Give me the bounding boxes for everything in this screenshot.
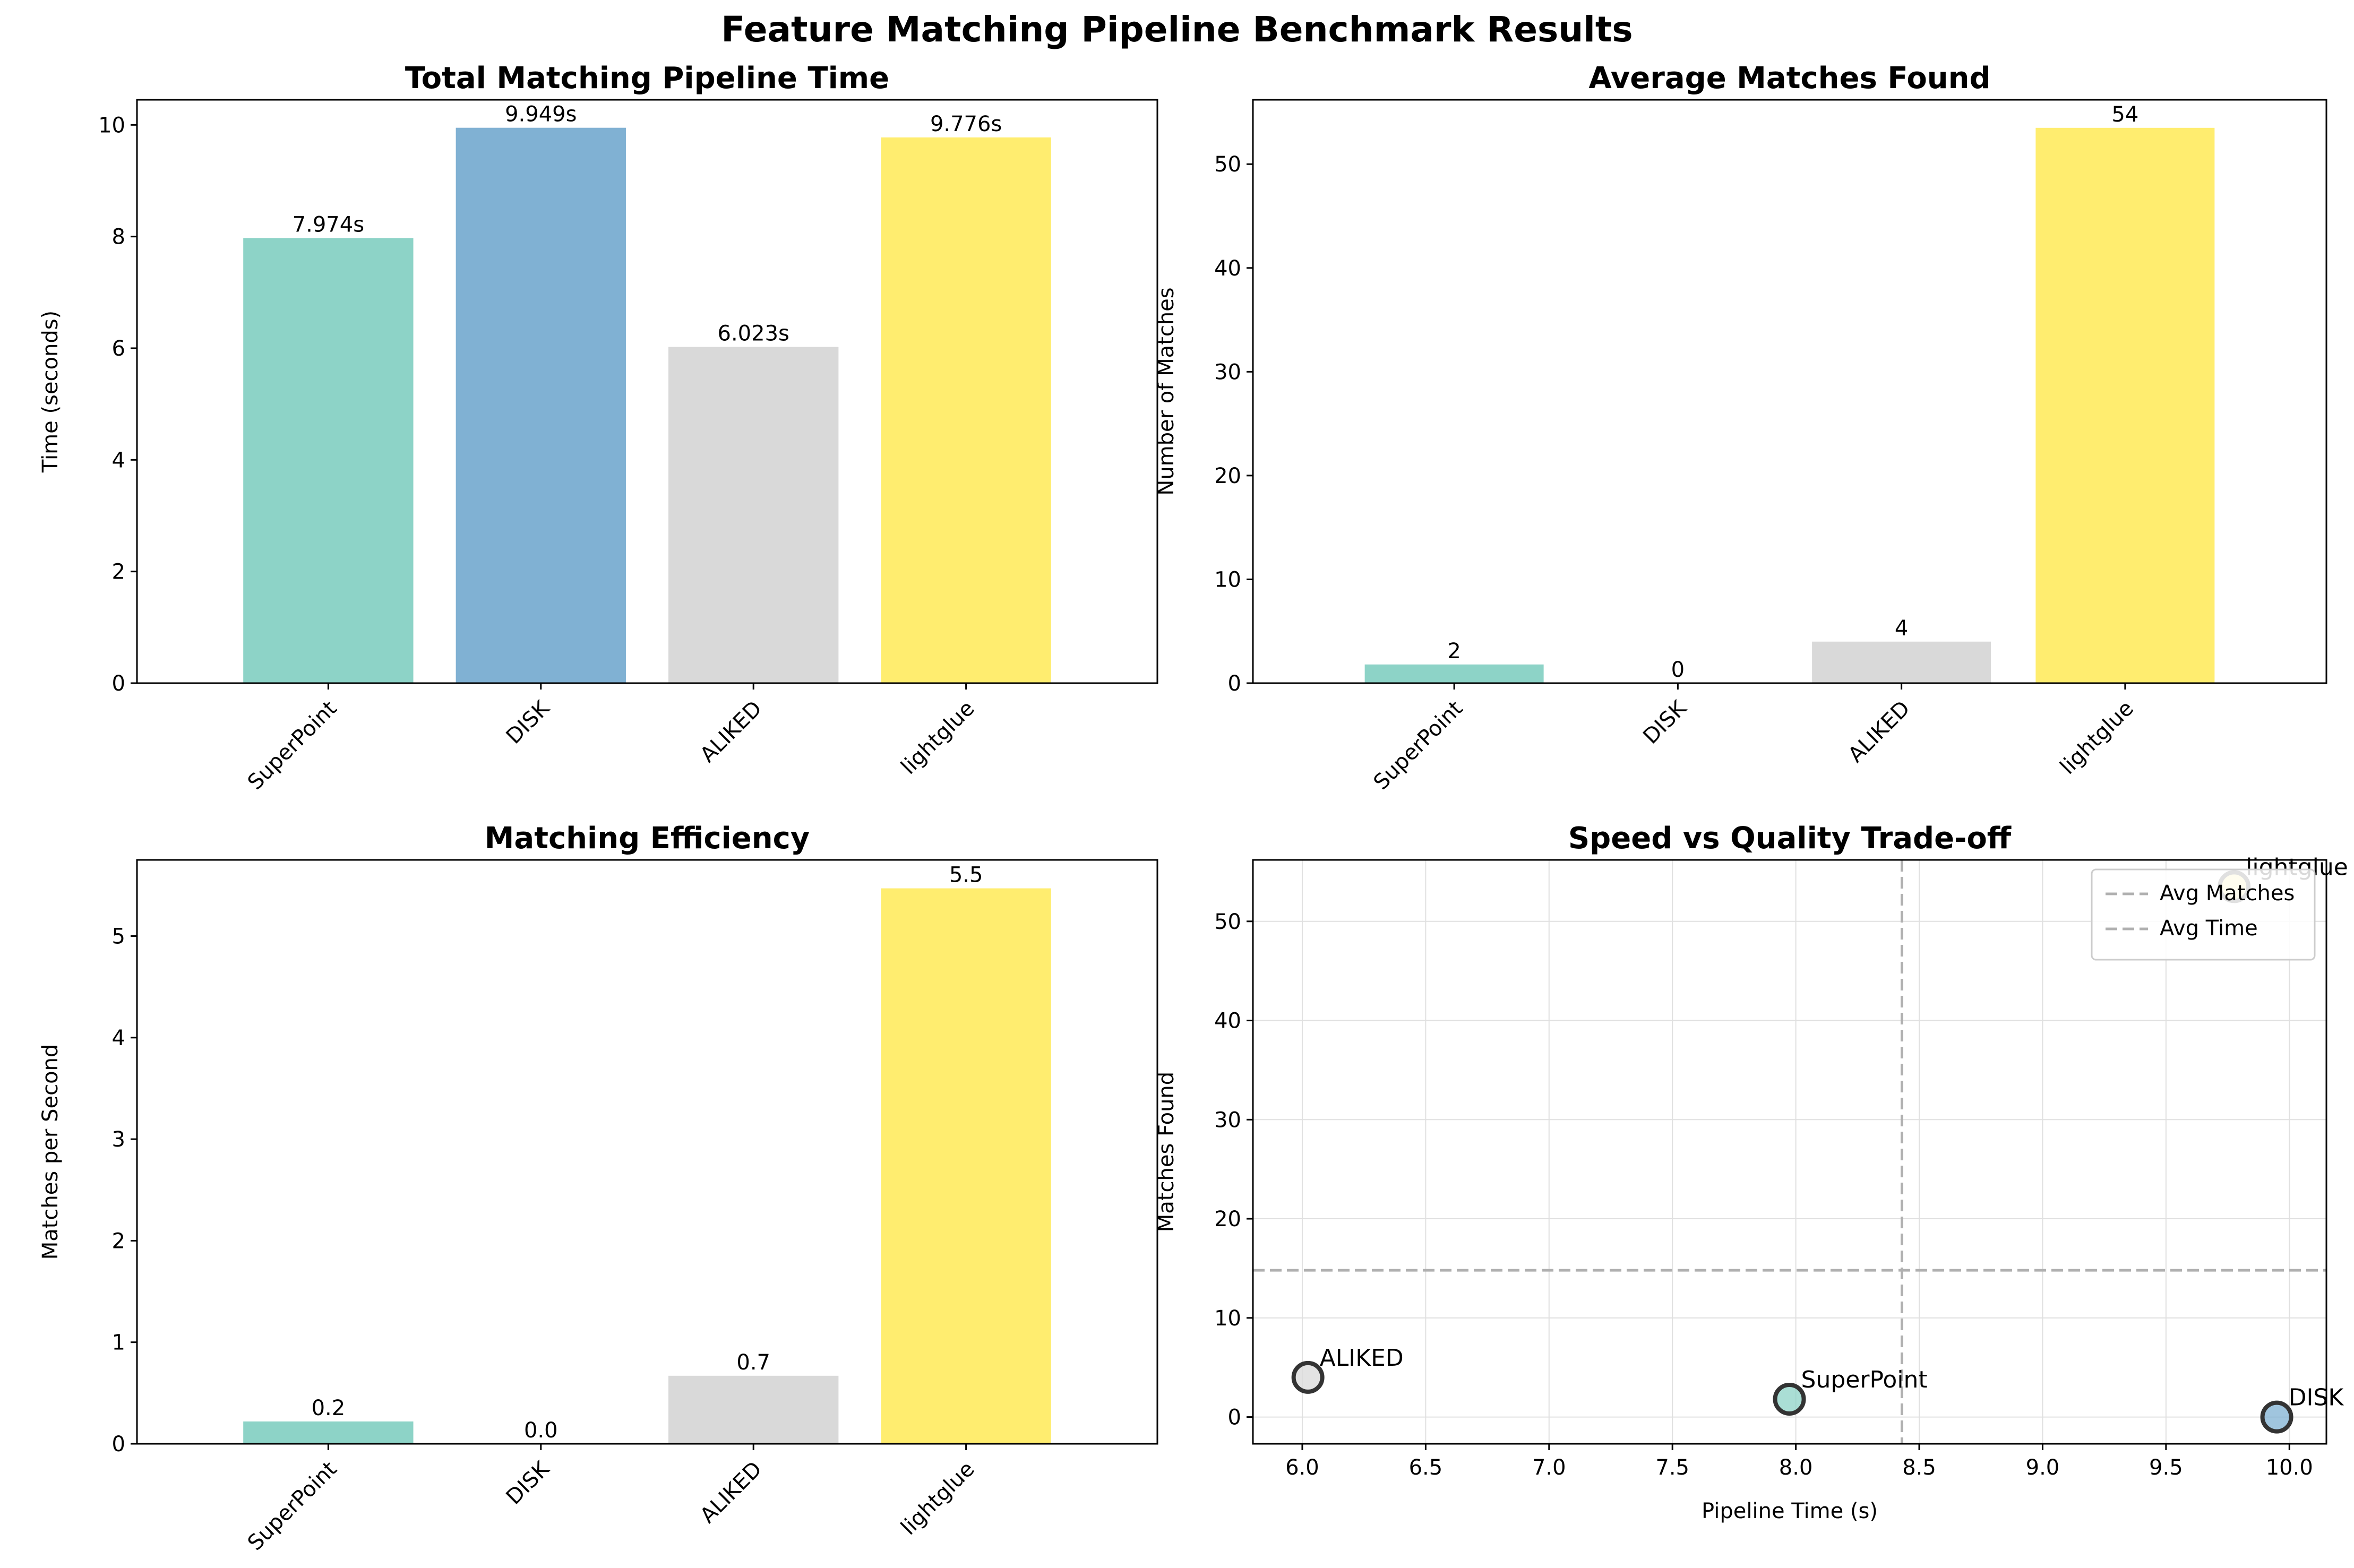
chart-title: Total Matching Pipeline Time xyxy=(405,61,889,96)
data-label-aliked: 4 xyxy=(1895,616,1908,641)
point-disk xyxy=(2260,1400,2293,1434)
legend-label-avg-time: Avg Time xyxy=(2160,916,2258,941)
x-tick-label-aliked: ALIKED xyxy=(695,1457,767,1528)
x-tick-label: 9.5 xyxy=(2149,1455,2183,1480)
y-tick-label: 10 xyxy=(1214,567,1241,592)
y-tick-label: 6 xyxy=(112,337,125,361)
data-label-lightglue: 54 xyxy=(2111,102,2138,127)
data-label-superpoint: 7.974s xyxy=(293,212,364,237)
plot-frame xyxy=(1252,99,2327,684)
x-tick-label-disk: DISK xyxy=(1638,695,1691,748)
y-tick-label: 40 xyxy=(1214,256,1241,281)
y-tick-label: 0 xyxy=(112,671,125,696)
chart-title: Matching Efficiency xyxy=(485,821,810,856)
data-label-disk: 0.0 xyxy=(524,1418,558,1443)
pipeline-time-chart: 0 2 4 6 8 10 7.974s SuperPoint 9.949s DISK 6.023s A… xyxy=(38,61,1158,795)
y-tick-label: 20 xyxy=(1214,464,1241,488)
x-axis-label: Pipeline Time (s) xyxy=(1702,1499,1878,1523)
plot-frame xyxy=(136,859,1158,1445)
matching-efficiency-chart: 0 1 2 3 4 5 0.2 SuperPoint 0.0 DISK 0.7 ALIKED 5.5 li… xyxy=(38,821,1158,1556)
y-tick-label: 0 xyxy=(112,1432,125,1457)
x-tick-label-disk: DISK xyxy=(502,695,555,748)
y-tick-label: 8 xyxy=(112,225,125,249)
y-tick-label: 20 xyxy=(1214,1207,1241,1231)
data-label-aliked: 0.7 xyxy=(736,1350,770,1375)
x-tick-label: 7.0 xyxy=(1532,1455,1566,1480)
y-tick-label: 4 xyxy=(112,1026,125,1050)
bar-superpoint xyxy=(243,238,414,683)
x-tick-label: 9.0 xyxy=(2026,1455,2060,1480)
bar-superpoint xyxy=(243,1421,414,1444)
y-axis-label: Matches Found xyxy=(1154,1072,1179,1232)
data-label-lightglue: 9.776s xyxy=(930,112,1002,136)
point-label-disk: DISK xyxy=(2289,1384,2344,1411)
y-tick-label: 50 xyxy=(1214,910,1241,934)
x-tick-label-superpoint: SuperPoint xyxy=(1369,696,1468,795)
bar-lightglue xyxy=(2035,127,2215,683)
legend: Avg Matches Avg Time xyxy=(2091,868,2316,961)
x-tick-label: 8.0 xyxy=(1779,1455,1813,1480)
x-tick-label: 8.5 xyxy=(1902,1455,1936,1480)
x-tick-label: 6.0 xyxy=(1285,1455,1319,1480)
y-axis-label: Number of Matches xyxy=(1154,287,1179,495)
x-tick-label-aliked: ALIKED xyxy=(695,696,767,768)
data-label-aliked: 6.023s xyxy=(718,322,789,346)
x-tick-label-lightglue: lightglue xyxy=(896,1457,979,1540)
y-tick-label: 0 xyxy=(1228,1406,1241,1430)
y-axis-label: Matches per Second xyxy=(38,1044,63,1260)
plot-frame xyxy=(1252,859,2327,1445)
y-tick-label: 10 xyxy=(98,113,125,137)
average-matches-chart: 0 10 20 30 40 50 2 SuperPoint 0 DISK 4 ALIKED 54 ligh… xyxy=(1154,61,2327,795)
speed-quality-scatter: 6.0 6.5 7.0 7.5 8.0 8.5 9.0 9.5 10.0 0 10 20 30 40 50 S… xyxy=(1154,821,2348,1523)
y-tick-label: 5 xyxy=(112,924,125,949)
bar-aliked xyxy=(668,1375,839,1444)
bar-disk xyxy=(456,127,626,683)
bar-aliked xyxy=(668,347,839,683)
y-tick-label: 1 xyxy=(112,1331,125,1355)
y-tick-label: 10 xyxy=(1214,1306,1241,1331)
bar-lightglue xyxy=(881,888,1051,1444)
y-tick-label: 30 xyxy=(1214,360,1241,384)
y-tick-label: 0 xyxy=(1228,671,1241,696)
y-tick-label: 40 xyxy=(1214,1009,1241,1033)
legend-box xyxy=(2091,868,2316,961)
y-tick-label: 2 xyxy=(112,1229,125,1253)
y-axis-label: Time (seconds) xyxy=(38,311,63,473)
y-tick-label: 30 xyxy=(1214,1108,1241,1132)
data-label-disk: 0 xyxy=(1671,658,1685,682)
data-label-superpoint: 2 xyxy=(1447,639,1460,664)
x-tick-label: 7.5 xyxy=(1655,1455,1689,1480)
data-label-disk: 9.949s xyxy=(505,102,577,127)
x-tick-label: 10.0 xyxy=(2266,1455,2313,1480)
point-label-aliked: ALIKED xyxy=(1320,1345,1404,1372)
point-superpoint xyxy=(1773,1382,1806,1416)
chart-title: Speed vs Quality Trade-off xyxy=(1568,821,2012,856)
x-tick-label-superpoint: SuperPoint xyxy=(243,696,342,795)
y-tick-label: 50 xyxy=(1214,152,1241,177)
y-tick-label: 3 xyxy=(112,1127,125,1152)
y-tick-label: 4 xyxy=(112,448,125,472)
figure-title: Feature Matching Pipeline Benchmark Resu… xyxy=(721,9,1633,50)
plot-frame xyxy=(136,99,1158,684)
x-tick-label-lightglue: lightglue xyxy=(896,696,979,779)
x-tick-label-disk: DISK xyxy=(502,1456,555,1509)
x-tick-label-superpoint: SuperPoint xyxy=(243,1457,342,1556)
bar-aliked xyxy=(1812,641,1991,683)
x-tick-label-lightglue: lightglue xyxy=(2056,696,2138,779)
point-label-superpoint: SuperPoint xyxy=(1801,1366,1928,1393)
data-label-lightglue: 5.5 xyxy=(949,863,983,888)
bar-lightglue xyxy=(881,137,1051,684)
y-tick-label: 2 xyxy=(112,560,125,584)
legend-label-avg-matches: Avg Matches xyxy=(2160,881,2295,906)
point-aliked xyxy=(1291,1360,1325,1394)
x-tick-label-aliked: ALIKED xyxy=(1844,696,1915,768)
x-tick-label: 6.5 xyxy=(1409,1455,1443,1480)
bar-superpoint xyxy=(1364,664,1544,683)
chart-title: Average Matches Found xyxy=(1588,61,1990,96)
data-label-superpoint: 0.2 xyxy=(312,1396,346,1420)
